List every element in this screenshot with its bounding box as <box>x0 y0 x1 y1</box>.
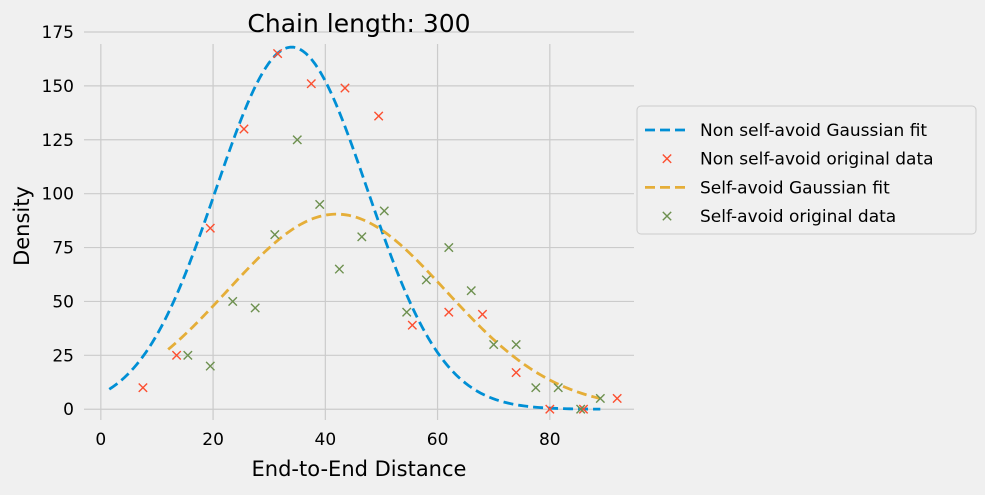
y-tick-label: 125 <box>42 131 74 151</box>
non-self-avoid-original-data-point <box>205 223 215 233</box>
series-layer <box>108 45 622 414</box>
y-tick-label: 75 <box>52 239 74 259</box>
legend: Non self-avoid Gaussian fit Non self-avoi… <box>636 105 977 235</box>
non-self-avoid-original-data-point <box>477 309 488 320</box>
y-tick-label: 50 <box>52 292 74 312</box>
self-avoid-original-data-point <box>205 361 215 371</box>
non-self-avoid-original-data-point <box>578 404 589 414</box>
non-self-avoid-original-data-point <box>545 404 555 414</box>
self-avoid-original-data-point <box>444 242 454 253</box>
legend-label-self-avoid-original-data: Self-avoid original data <box>700 207 896 227</box>
x-tick-label: 0 <box>95 430 106 450</box>
grid-lines <box>84 31 634 420</box>
non-self-avoid-original-data-point <box>306 79 316 89</box>
non-self-avoid-original-data-point <box>272 48 283 59</box>
non-self-avoid-original-data-points <box>138 48 622 414</box>
self-avoid-original-data-point <box>270 229 280 240</box>
self-avoid-original-data-point <box>250 303 260 313</box>
x-tick-label: 20 <box>202 430 224 450</box>
non-self-avoid-original-data-point <box>340 83 350 93</box>
non-self-avoid-original-data-point <box>138 382 148 393</box>
self-avoid-original-data-point <box>315 199 325 210</box>
self-avoid-original-data-point <box>466 285 476 296</box>
y-axis-label: Density <box>10 186 34 266</box>
y-tick-label: 25 <box>52 346 74 366</box>
chart-title: Chain length: 300 <box>247 9 470 38</box>
non-self-avoid-original-data-point <box>171 350 182 361</box>
legend-label-non-self-avoid-original-data: Non self-avoid original data <box>700 150 934 170</box>
tick-labels: 0 20 40 60 80 0 25 50 75 100 125 150 175 <box>42 23 561 450</box>
self-avoid-original-data-point <box>421 275 432 285</box>
self-avoid-original-data-point <box>511 339 521 350</box>
legend-swatch-non-self-avoid-original-data <box>662 154 672 164</box>
self-avoid-original-data-point <box>531 382 541 393</box>
self-avoid-original-data-point <box>228 296 238 307</box>
non-self-avoid-original-data-point <box>407 320 418 330</box>
self-avoid-gaussian-fit-line <box>167 212 601 400</box>
legend-swatch-self-avoid-original-data <box>662 211 672 221</box>
self-avoid-original-data-points <box>183 135 606 414</box>
y-tick-label: 0 <box>63 400 74 420</box>
y-tick-label: 100 <box>42 185 74 205</box>
self-avoid-original-data-point <box>183 350 193 361</box>
non-self-avoid-original-data-point <box>239 124 249 134</box>
self-avoid-original-data-point <box>553 382 563 393</box>
non-self-avoid-gaussian-fit-line <box>108 45 601 411</box>
legend-label-non-self-avoid-gaussian-fit: Non self-avoid Gaussian fit <box>700 121 927 141</box>
legend-label-self-avoid-gaussian-fit: Self-avoid Gaussian fit <box>700 178 890 198</box>
x-axis-label: End-to-End Distance <box>252 457 467 481</box>
y-tick-label: 175 <box>42 23 74 43</box>
self-avoid-original-data-point <box>334 264 345 274</box>
self-avoid-original-data-point <box>402 307 412 317</box>
non-self-avoid-original-data-point <box>444 307 454 317</box>
x-tick-label: 60 <box>427 430 449 450</box>
self-avoid-original-data-point <box>292 135 302 145</box>
x-tick-label: 80 <box>539 430 561 450</box>
x-tick-label: 40 <box>315 430 337 450</box>
legend-box <box>636 105 977 235</box>
non-self-avoid-original-data-point <box>511 367 521 378</box>
self-avoid-original-data-point <box>595 393 606 404</box>
legend-items: Non self-avoid Gaussian fit Non self-avoi… <box>645 121 934 227</box>
self-avoid-original-data-point <box>357 232 367 242</box>
non-self-avoid-original-data-point <box>373 111 384 121</box>
self-avoid-original-data-point <box>575 404 586 414</box>
self-avoid-original-data-point <box>379 206 389 216</box>
y-tick-label: 150 <box>42 77 74 97</box>
non-self-avoid-original-data-point <box>612 393 622 404</box>
self-avoid-original-data-point <box>488 339 499 350</box>
